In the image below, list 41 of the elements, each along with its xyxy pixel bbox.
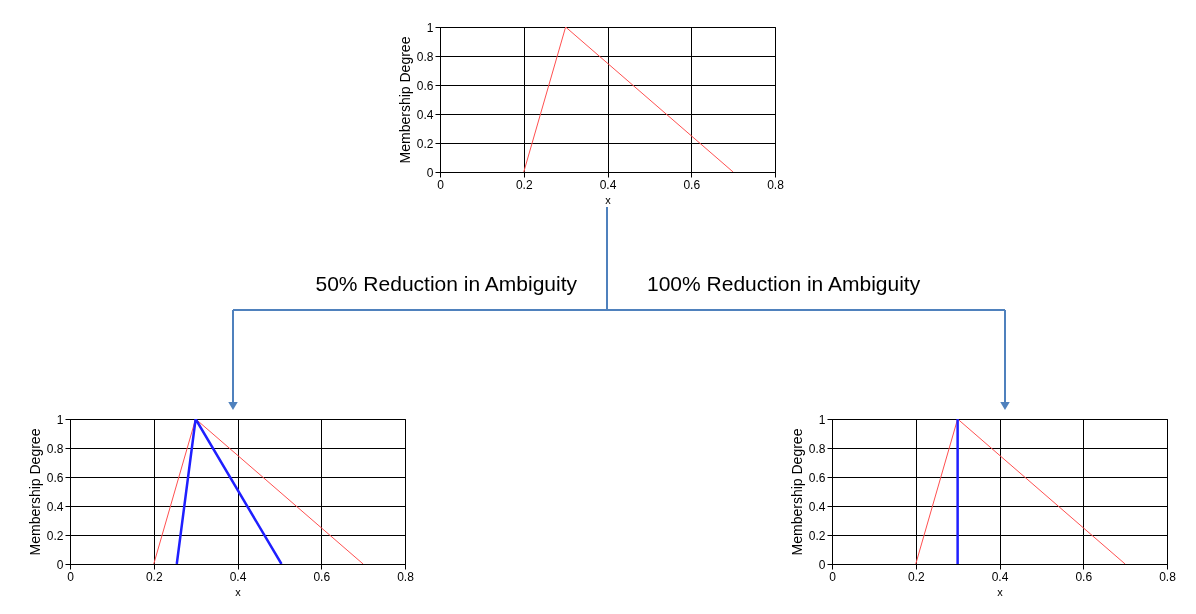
y-tick-label: 1: [56, 412, 64, 427]
y-tick-label: 0.8: [46, 441, 64, 456]
y-tick-label: 0.4: [416, 107, 434, 122]
x-tick-label: 0.6: [1075, 569, 1093, 584]
x-tick-label: 0: [829, 569, 837, 584]
x-tick-label: 0.2: [907, 569, 925, 584]
y-tick-label: 0.8: [808, 441, 826, 456]
text: 50% Reduction in Ambiguity: [315, 272, 578, 295]
y-axis-title: Membership Degree: [26, 428, 43, 556]
x-axis-title: x: [235, 585, 242, 598]
y-tick-label: 0.6: [46, 470, 64, 485]
y-tick-label: 0: [426, 165, 434, 180]
x-tick-label: 0.8: [767, 177, 785, 192]
y-axis-title: Membership Degree: [396, 36, 413, 164]
y-tick-label: 0.4: [808, 499, 826, 514]
x-tick-label: 0.8: [1159, 569, 1177, 584]
y-tick-label: 0: [56, 557, 64, 572]
y-tick-label: 0: [818, 557, 826, 572]
x-axis-title: x: [997, 585, 1004, 598]
y-tick-label: 0.2: [808, 528, 826, 543]
y-tick-label: 0.2: [46, 528, 64, 543]
x-axis-title: x: [605, 193, 612, 206]
x-tick-label: 0.2: [145, 569, 163, 584]
x-tick-label: 0.8: [397, 569, 415, 584]
x-tick-label: 0.4: [229, 569, 247, 584]
text: 100% Reduction in Ambiguity: [647, 272, 921, 295]
x-tick-label: 0: [67, 569, 75, 584]
x-tick-label: 0.4: [991, 569, 1009, 584]
x-tick-label: 0.6: [313, 569, 331, 584]
x-tick-label: 0: [437, 177, 445, 192]
x-tick-label: 0.6: [683, 177, 701, 192]
y-tick-label: 1: [426, 20, 434, 35]
y-tick-label: 0.4: [46, 499, 64, 514]
x-tick-label: 0.2: [515, 177, 533, 192]
y-tick-label: 1: [818, 412, 826, 427]
y-axis-title: Membership Degree: [788, 428, 805, 556]
x-tick-label: 0.4: [599, 177, 617, 192]
y-tick-label: 0.8: [416, 49, 434, 64]
y-tick-label: 0.2: [416, 136, 434, 151]
y-tick-label: 0.6: [416, 78, 434, 93]
y-tick-label: 0.6: [808, 470, 826, 485]
